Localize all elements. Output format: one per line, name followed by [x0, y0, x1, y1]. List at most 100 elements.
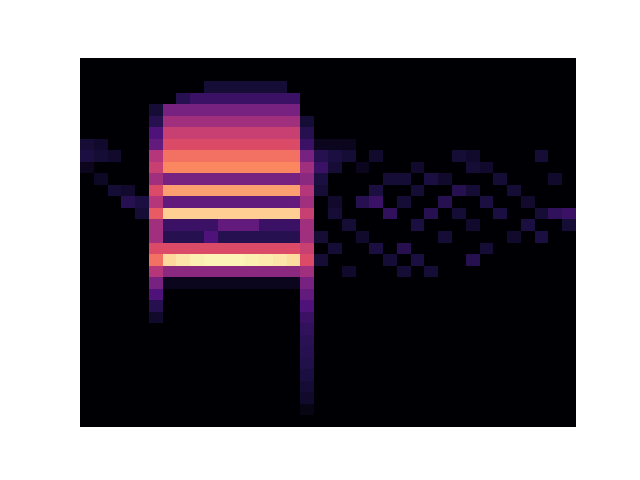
heatmap-cell — [535, 231, 549, 243]
heatmap-cell — [259, 208, 273, 220]
heatmap-cell — [121, 93, 135, 105]
heatmap-cell — [80, 104, 94, 116]
heatmap-cell — [328, 312, 342, 324]
heatmap-cell — [80, 219, 94, 231]
heatmap-cell — [108, 231, 122, 243]
heatmap-cell — [466, 369, 480, 381]
heatmap-cell — [190, 208, 204, 220]
heatmap-cell — [80, 323, 94, 335]
heatmap-cell — [232, 404, 246, 416]
heatmap-cell — [493, 312, 507, 324]
heatmap-cell — [80, 266, 94, 278]
heatmap-cell — [314, 323, 328, 335]
heatmap-cell — [369, 312, 383, 324]
heatmap-cell — [438, 173, 452, 185]
heatmap-cell — [287, 162, 301, 174]
heatmap-cell — [149, 162, 163, 174]
heatmap-cell — [480, 335, 494, 347]
heatmap-cell — [397, 231, 411, 243]
heatmap-cell — [480, 104, 494, 116]
heatmap-cell — [80, 173, 94, 185]
heatmap-cell — [342, 70, 356, 82]
heatmap-cell — [80, 381, 94, 393]
heatmap-cell — [535, 70, 549, 82]
heatmap-cell — [121, 254, 135, 266]
heatmap-cell — [480, 150, 494, 162]
heatmap-cell — [94, 127, 108, 139]
heatmap-cell — [480, 323, 494, 335]
heatmap-cell — [176, 185, 190, 197]
heatmap-cell — [80, 335, 94, 347]
heatmap-cell — [411, 127, 425, 139]
heatmap-cell — [438, 243, 452, 255]
heatmap-cell — [521, 381, 535, 393]
heatmap-cell — [232, 346, 246, 358]
heatmap-cell — [163, 139, 177, 151]
heatmap-cell — [176, 323, 190, 335]
heatmap-cell — [245, 127, 259, 139]
heatmap-cell — [149, 404, 163, 416]
heatmap-cell — [342, 231, 356, 243]
heatmap-cell — [452, 208, 466, 220]
heatmap-cell — [314, 70, 328, 82]
heatmap-cell — [121, 266, 135, 278]
heatmap-cell — [218, 358, 232, 370]
heatmap-cell — [108, 254, 122, 266]
heatmap-cell — [259, 358, 273, 370]
heatmap-cell — [163, 208, 177, 220]
heatmap-cell — [190, 81, 204, 93]
heatmap-cell — [287, 312, 301, 324]
heatmap-cell — [287, 139, 301, 151]
heatmap-cell — [190, 243, 204, 255]
heatmap-cell — [397, 289, 411, 301]
heatmap-cell — [259, 335, 273, 347]
heatmap-cell — [356, 116, 370, 128]
heatmap-cell — [535, 116, 549, 128]
heatmap-cell — [300, 162, 314, 174]
heatmap-cell — [424, 381, 438, 393]
heatmap-cell — [507, 243, 521, 255]
heatmap-cell — [397, 93, 411, 105]
heatmap-cell — [121, 81, 135, 93]
heatmap-cell — [521, 392, 535, 404]
heatmap-cell — [548, 139, 562, 151]
heatmap-cell — [176, 93, 190, 105]
heatmap-cell — [149, 300, 163, 312]
heatmap-cell — [218, 231, 232, 243]
heatmap-cell — [108, 58, 122, 70]
heatmap-cell — [548, 208, 562, 220]
heatmap-cell — [176, 243, 190, 255]
heatmap-cell — [314, 312, 328, 324]
heatmap-cell — [121, 358, 135, 370]
heatmap-cell — [562, 219, 576, 231]
heatmap-cell — [245, 312, 259, 324]
heatmap-cell — [383, 323, 397, 335]
heatmap-cell — [190, 139, 204, 151]
heatmap-cell — [287, 415, 301, 427]
heatmap-cell — [493, 335, 507, 347]
heatmap-cell — [562, 104, 576, 116]
heatmap-cell — [232, 127, 246, 139]
heatmap-cell — [466, 162, 480, 174]
heatmap-cell — [521, 312, 535, 324]
heatmap-cell — [328, 243, 342, 255]
heatmap-cell — [218, 415, 232, 427]
heatmap-cell — [273, 381, 287, 393]
heatmap-cell — [204, 81, 218, 93]
heatmap-cell — [204, 254, 218, 266]
heatmap-cell — [383, 346, 397, 358]
heatmap-cell — [245, 70, 259, 82]
heatmap-cell — [328, 277, 342, 289]
heatmap-cell — [466, 404, 480, 416]
heatmap-cell — [562, 116, 576, 128]
heatmap-cell — [328, 196, 342, 208]
heatmap-cell — [507, 300, 521, 312]
heatmap-cell — [273, 58, 287, 70]
heatmap-cell — [397, 173, 411, 185]
heatmap-cell — [300, 81, 314, 93]
heatmap-cell — [287, 254, 301, 266]
heatmap-cell — [149, 219, 163, 231]
heatmap-cell — [411, 381, 425, 393]
heatmap-cell — [328, 300, 342, 312]
heatmap-cell — [94, 323, 108, 335]
